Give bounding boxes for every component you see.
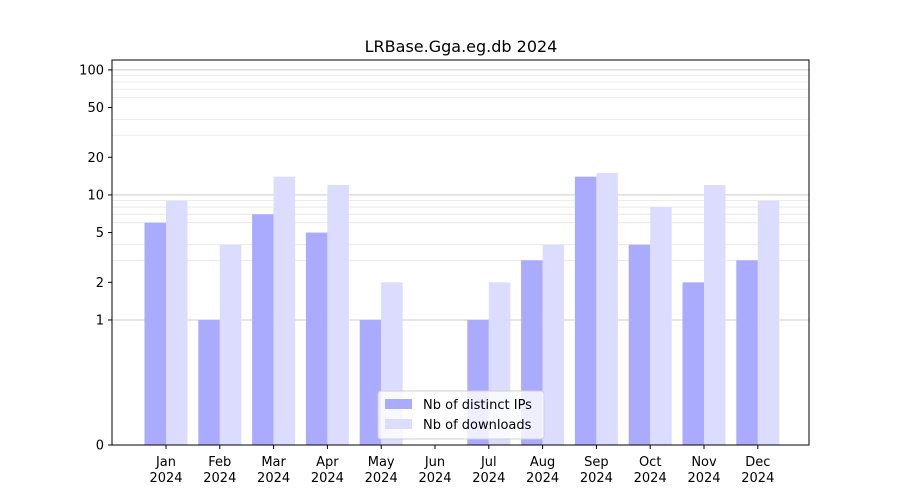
bar-downloads xyxy=(166,200,188,445)
bar-downloads xyxy=(327,185,349,445)
bar-downloads xyxy=(757,200,780,445)
x-tick-label: May 2024 xyxy=(365,455,398,486)
bar-downloads xyxy=(542,244,565,445)
bars-layer xyxy=(144,172,780,445)
bar-downloads xyxy=(650,207,672,445)
bar-distinct-ips xyxy=(359,319,382,445)
legend-swatch xyxy=(385,399,412,409)
bar-distinct-ips xyxy=(574,176,597,445)
x-tick-label: Jan 2024 xyxy=(149,455,182,486)
y-tick-label: 2 xyxy=(96,276,104,291)
y-tick-label: 50 xyxy=(87,101,104,116)
y-tick-label: 1 xyxy=(96,313,104,328)
bar-downloads xyxy=(273,176,296,445)
bar-distinct-ips xyxy=(736,260,758,445)
bar-distinct-ips xyxy=(682,282,704,445)
legend-swatch xyxy=(385,419,412,429)
y-axis: 0 1 2 5 10 20 50 100 xyxy=(79,63,112,454)
x-tick-label: Jul 2024 xyxy=(472,455,505,486)
x-tick-label: Apr 2024 xyxy=(311,455,344,486)
legend-label: Nb of downloads xyxy=(423,418,532,433)
bar-distinct-ips xyxy=(305,232,328,445)
y-tick-label: 10 xyxy=(87,188,104,203)
bar-downloads xyxy=(596,172,618,445)
plot-frame xyxy=(111,59,810,446)
x-tick-label: Jun 2024 xyxy=(418,455,451,486)
x-tick-label: Dec 2024 xyxy=(741,455,774,486)
x-tick-label: Aug 2024 xyxy=(526,455,559,486)
bar-distinct-ips xyxy=(628,244,651,445)
x-tick-label: Nov 2024 xyxy=(687,455,720,486)
legend-label: Nb of distinct IPs xyxy=(423,398,532,413)
chart-title: LRBase.Gga.eg.db 2024 xyxy=(365,37,558,56)
legend: Nb of distinct IPs Nb of downloads xyxy=(377,390,545,440)
legend-box xyxy=(377,390,545,440)
grid-layer xyxy=(112,69,809,321)
x-tick-label: Feb 2024 xyxy=(203,455,236,486)
x-axis: Jan 2024 Feb 2024 Mar 2024 Apr 2024 May 2024 Jun 20… xyxy=(149,445,774,486)
bar-downloads xyxy=(219,244,242,445)
y-tick-label: 100 xyxy=(79,63,104,78)
y-tick-label: 0 xyxy=(96,439,104,454)
x-tick-label: Sep 2024 xyxy=(580,455,613,486)
bar-distinct-ips xyxy=(198,319,220,445)
x-tick-label: Oct 2024 xyxy=(634,455,667,486)
y-tick-label: 5 xyxy=(96,226,104,241)
y-tick-label: 20 xyxy=(87,151,104,166)
x-tick-label: Mar 2024 xyxy=(257,455,290,486)
bar-distinct-ips xyxy=(144,222,166,445)
bar-distinct-ips xyxy=(252,214,274,445)
bar-downloads xyxy=(704,185,726,445)
